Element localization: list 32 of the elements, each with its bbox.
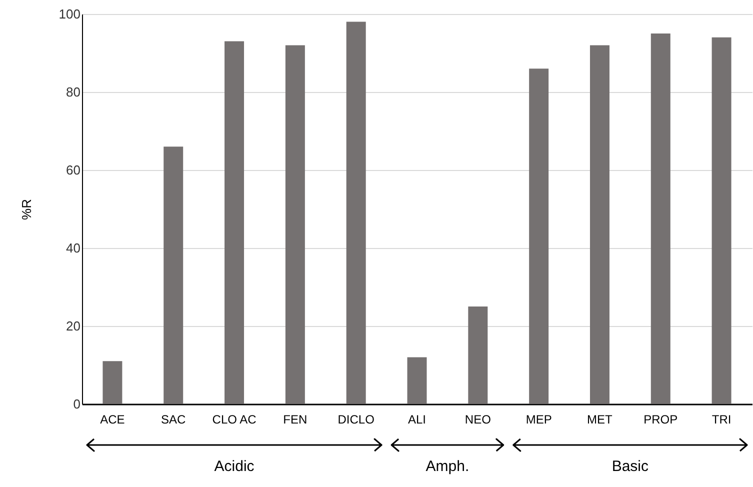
x-tick-label: TRI xyxy=(712,412,732,426)
bar xyxy=(590,45,610,404)
y-tick-label: 80 xyxy=(66,84,80,100)
text: Amph. xyxy=(426,458,470,475)
x-tick-label: ALI xyxy=(408,412,426,426)
bar xyxy=(407,357,427,404)
x-tick-label: MEP xyxy=(526,412,552,426)
y-tick-label: 0 xyxy=(73,396,80,412)
text: Basic xyxy=(612,458,650,475)
bar xyxy=(102,361,122,404)
x-tick-label: ACE xyxy=(100,412,125,426)
bar xyxy=(346,22,366,404)
x-tick-label: MET xyxy=(587,412,614,426)
x-tick-label: SAC xyxy=(161,412,186,426)
bar xyxy=(285,45,305,404)
text: Acidic xyxy=(214,458,255,475)
x-tick-label: CLO AC xyxy=(212,412,257,426)
y-tick-label: 20 xyxy=(66,318,80,334)
y-tick-label: 100 xyxy=(58,6,80,22)
bar xyxy=(164,146,184,404)
bar xyxy=(529,68,549,404)
x-tick-label: FEN xyxy=(283,412,308,426)
x-tick-label: NEO xyxy=(464,412,491,426)
y-tick-label: 40 xyxy=(66,240,80,256)
x-tick-label: PROP xyxy=(644,412,678,426)
bar xyxy=(224,41,244,404)
x-tick-label: DICLO xyxy=(338,412,374,426)
bar xyxy=(468,306,488,404)
y-axis-title: %R xyxy=(18,199,34,220)
bar xyxy=(712,37,732,404)
bar xyxy=(650,34,670,404)
y-tick-label: 60 xyxy=(66,162,80,178)
